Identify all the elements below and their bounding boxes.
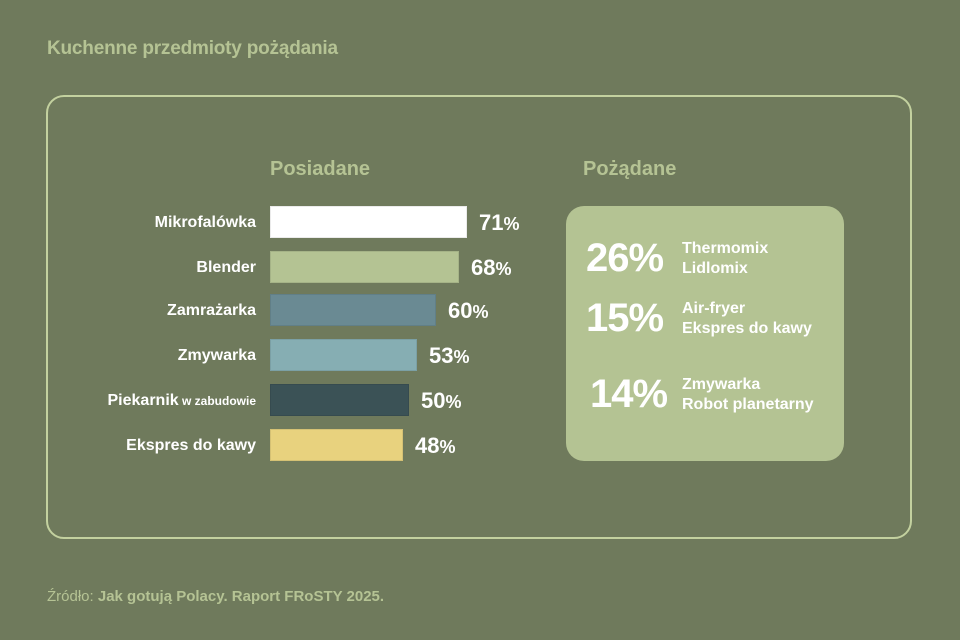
desired-item-name: Robot planetarny (682, 395, 814, 413)
desired-item: 15% Air-fryer Ekspres do kawy (586, 296, 812, 341)
desired-percent: 15% (586, 296, 664, 340)
desired-item-name: Lidlomix (682, 259, 748, 277)
desired-item-name: Air-fryer (682, 299, 746, 317)
chart-title: Kuchenne przedmioty pożądania (47, 38, 338, 59)
desired-item-name: Ekspres do kawy (682, 319, 812, 337)
bar-label: Piekarnik w zabudowie (107, 392, 257, 409)
desired-item: 14% Zmywarka Robot planetarny (590, 372, 814, 417)
desired-percent: 14% (590, 372, 668, 416)
bar-label: Ekspres do kawy (126, 437, 256, 454)
bar-value: 50% (421, 388, 462, 413)
chart-card (46, 95, 912, 539)
source-note: Źródło: Jak gotują Polacy. Raport FRoSTY… (47, 588, 384, 605)
bar-label: Mikrofalówka (154, 214, 256, 231)
bar-value: 68% (471, 255, 512, 280)
bar-label: Zmywarka (177, 347, 256, 364)
bar-value: 48% (415, 433, 456, 458)
bar-row: Ekspres do kawy 48% (0, 429, 960, 463)
bar-value: 53% (429, 343, 470, 368)
desired-item-name: Thermomix (682, 239, 769, 257)
bar (270, 429, 403, 461)
bar-value: 60% (448, 298, 489, 323)
desired-item: 26% Thermomix Lidlomix (586, 236, 768, 281)
source-prefix: Źródło: (47, 588, 94, 605)
owned-heading: Posiadane (270, 158, 371, 180)
bar (270, 339, 417, 371)
bar (270, 206, 467, 238)
bar-row: Mikrofalówka 71% (0, 206, 960, 240)
source-text: Jak gotują Polacy. Raport FRoSTY 2025. (97, 588, 385, 605)
bar-row: Piekarnik w zabudowie 50% (0, 384, 960, 418)
bar-row: Blender 68% (0, 251, 960, 285)
desired-box: 26% Thermomix Lidlomix 15% Air-fryer Eks… (566, 206, 844, 461)
bar-row: Zmywarka 53% (0, 339, 960, 373)
bar (270, 251, 459, 283)
bar (270, 294, 436, 326)
bar-value: 71% (479, 210, 520, 235)
bar-label: Zamrażarka (167, 302, 256, 319)
bar-row: Zamrażarka 60% (0, 294, 960, 328)
desired-heading: Pożądane (583, 158, 677, 180)
desired-item-name: Zmywarka (682, 375, 761, 393)
bar (270, 384, 409, 416)
bar-label: Blender (196, 259, 256, 276)
desired-percent: 26% (586, 236, 664, 280)
